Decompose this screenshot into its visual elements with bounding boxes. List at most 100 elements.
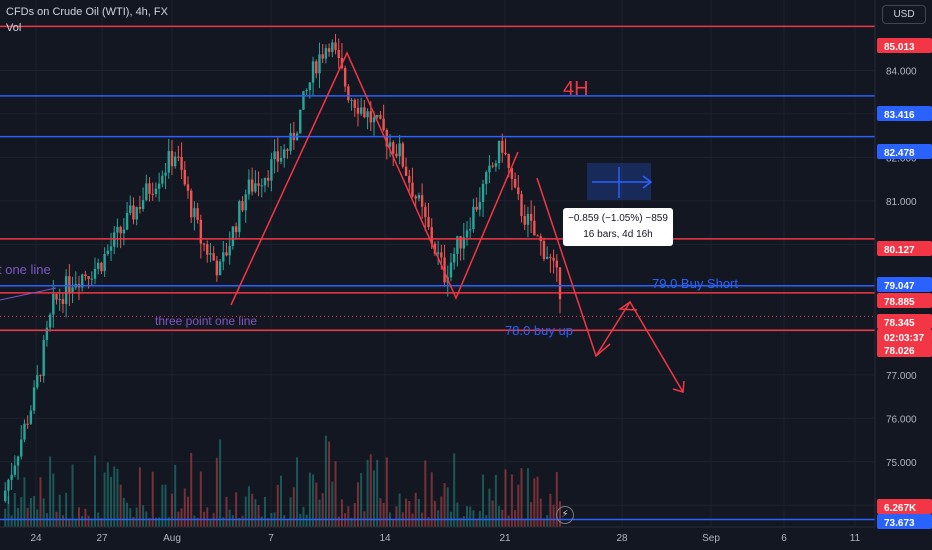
- volume-bar: [494, 474, 497, 527]
- zigzag-trendline: [230, 51, 519, 306]
- time-tick-label: Sep: [702, 533, 720, 544]
- volume-bar: [328, 441, 331, 527]
- candle-body: [417, 195, 421, 199]
- volume-bar: [126, 502, 129, 527]
- volume-bar: [507, 515, 510, 527]
- candle-body: [491, 165, 494, 167]
- candle-body: [279, 158, 283, 162]
- candle-body: [84, 274, 87, 277]
- candle-body: [497, 140, 501, 164]
- candle-body: [545, 256, 549, 259]
- candle-body: [552, 257, 555, 261]
- volume-bar: [337, 516, 340, 527]
- volume-bar: [283, 515, 286, 527]
- currency-button[interactable]: USD: [882, 5, 926, 24]
- time-tick-label: 28: [616, 533, 628, 544]
- candle-body: [206, 244, 209, 255]
- volume-bar: [244, 496, 247, 527]
- candle-body: [488, 165, 491, 173]
- volume-bar: [552, 504, 555, 527]
- volume-bar: [209, 518, 212, 527]
- volume-bar: [110, 476, 113, 527]
- candle-body: [266, 177, 270, 181]
- candle-body: [382, 118, 385, 131]
- candle-body: [20, 439, 23, 457]
- volume-bar: [106, 462, 109, 527]
- volume-bar: [206, 507, 209, 527]
- volume-bar: [555, 472, 558, 527]
- candle-body: [52, 294, 55, 315]
- candle-body: [32, 387, 36, 411]
- volume-bar: [475, 518, 478, 527]
- volume-bar: [90, 518, 93, 527]
- volume-bar: [504, 469, 507, 527]
- time-tick-label: 11: [850, 533, 861, 544]
- three-point-label: three point one line: [155, 314, 258, 328]
- candle-body: [157, 183, 161, 189]
- volume-bar: [520, 468, 523, 527]
- candle-body: [125, 212, 129, 230]
- volume-bar: [356, 482, 359, 527]
- left-trendline-label: t one line: [0, 262, 51, 277]
- candle-body: [87, 276, 90, 280]
- candle-body: [408, 175, 411, 183]
- candle-body: [385, 130, 389, 147]
- volume-bar: [148, 518, 151, 527]
- time-tick-label: 21: [499, 533, 511, 544]
- volume-bar: [23, 477, 26, 527]
- candle-body: [456, 236, 459, 254]
- price-tick-label: 84.000: [886, 66, 917, 77]
- volume-bar: [231, 515, 234, 527]
- volume-bar: [193, 515, 196, 527]
- volume-bar: [280, 475, 282, 527]
- candle-body: [472, 206, 475, 230]
- time-tick-label: 27: [96, 533, 108, 544]
- candle-body: [116, 226, 119, 233]
- candle-body: [183, 169, 186, 185]
- candle-body: [13, 465, 17, 475]
- arrowhead: [672, 380, 685, 393]
- candle-body: [80, 274, 84, 288]
- volume-bar: [260, 516, 263, 527]
- volume-bar: [174, 464, 177, 527]
- price-label-text: 6.267K: [884, 503, 917, 514]
- price-label-badge: [877, 329, 932, 344]
- arrowhead: [617, 301, 638, 311]
- candle-body: [327, 48, 331, 52]
- candle-body: [71, 287, 74, 293]
- candle-body: [510, 168, 514, 179]
- volume-bar: [7, 495, 10, 527]
- lightning-icon[interactable]: ⚡: [556, 506, 574, 524]
- volume-bar: [417, 498, 420, 527]
- volume-bar: [334, 461, 337, 527]
- candle-body: [106, 250, 110, 254]
- time-tick-label: 24: [30, 533, 42, 544]
- volume-bar: [530, 502, 533, 527]
- volume-bar: [17, 507, 20, 527]
- candle-body: [241, 201, 244, 211]
- volume-bar: [20, 497, 23, 527]
- volume-bar: [453, 453, 456, 527]
- volume-bar: [299, 513, 302, 527]
- candle-body: [469, 229, 472, 231]
- candle-body: [424, 206, 427, 218]
- candle-body: [199, 219, 203, 244]
- volume-bar: [254, 499, 257, 527]
- volume-bar: [369, 454, 372, 527]
- candle-body: [536, 235, 539, 237]
- candle-body: [347, 86, 350, 101]
- candle-body: [151, 193, 154, 195]
- candle-body: [343, 67, 347, 87]
- candle-body: [244, 194, 247, 211]
- volume-indicator-label[interactable]: Vol: [6, 22, 22, 34]
- candle-body: [321, 54, 324, 59]
- volume-bar: [228, 509, 231, 527]
- volume-bar: [39, 477, 42, 527]
- volume-bar: [4, 508, 7, 527]
- volume-bar: [296, 457, 299, 527]
- volume-bar: [10, 515, 13, 527]
- price-label-badge: [877, 342, 932, 357]
- volume-bar: [373, 470, 375, 527]
- candle-body: [436, 252, 440, 254]
